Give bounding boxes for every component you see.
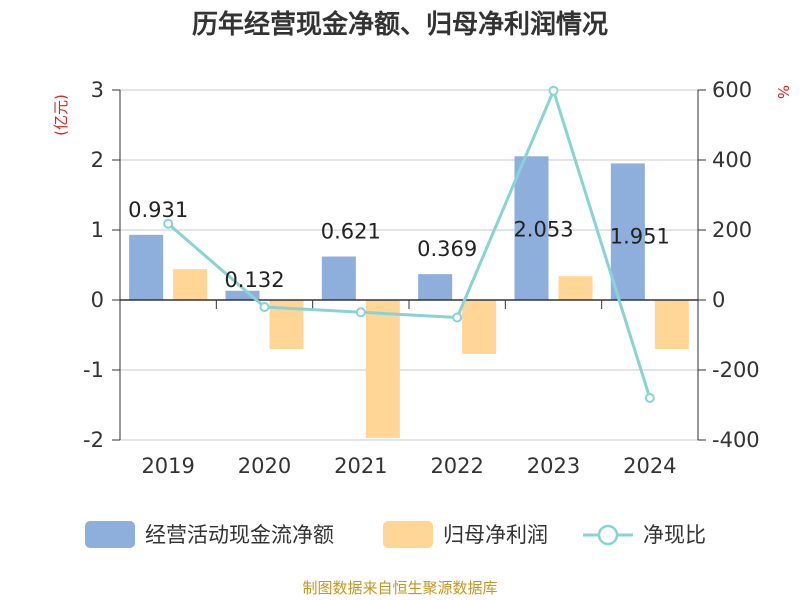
source-note: 制图数据来自恒生聚源数据库 — [302, 579, 497, 597]
ratio-point — [452, 312, 463, 323]
profit-bar — [558, 276, 593, 300]
left-tick-label: -1 — [83, 358, 104, 382]
category-label: 2023 — [527, 454, 580, 478]
cashflow-data-label: 0.132 — [224, 268, 284, 292]
right-tick-label: 200 — [712, 218, 752, 242]
ratio-point — [644, 393, 655, 403]
category-label: 2020 — [238, 454, 291, 478]
bars — [129, 156, 689, 438]
left-tick-label: 1 — [91, 218, 104, 242]
left-axis-unit: (亿元) — [52, 94, 70, 136]
cashflow-data-label: 2.053 — [513, 217, 573, 241]
cashflow-bar — [321, 256, 356, 300]
legend-swatch-cashflow — [85, 521, 135, 548]
cashflow-bar — [610, 163, 645, 300]
cashflow-data-label: 1.951 — [610, 224, 670, 248]
left-tick-label: 2 — [91, 148, 104, 172]
category-label: 2024 — [623, 454, 676, 478]
right-axis-unit: % — [774, 85, 792, 99]
legend-item-ratio[interactable]: 净现比 — [583, 523, 706, 547]
category-label: 2021 — [334, 454, 387, 478]
profit-bar — [173, 269, 208, 300]
right-tick-label: -400 — [712, 428, 760, 452]
axes: -2 -1 0 1 2 3 -400 -200 0 200 400 600 2019 2020 2021 20… — [83, 78, 760, 478]
left-tick-label: -2 — [83, 428, 104, 452]
right-tick-label: 600 — [712, 78, 752, 102]
ratio-point — [163, 218, 174, 229]
ratio-point — [548, 85, 559, 96]
profit-bar — [654, 300, 689, 349]
right-tick-label: 400 — [712, 148, 752, 172]
cashflow-bar — [225, 290, 260, 300]
legend-item-cashflow[interactable]: 经营活动现金流净额 — [85, 521, 334, 548]
left-tick-label: 0 — [91, 288, 104, 312]
category-label: 2022 — [430, 454, 483, 478]
profit-bar — [462, 300, 497, 354]
left-tick-label: 3 — [91, 78, 104, 102]
legend-label-profit: 归母净利润 — [443, 523, 548, 547]
legend: 经营活动现金流净额 归母净利润 净现比 — [85, 521, 706, 548]
legend-label-cashflow: 经营活动现金流净额 — [145, 523, 334, 547]
cashflow-bar — [514, 156, 549, 300]
ratio-line-path — [167, 89, 652, 399]
legend-item-profit[interactable]: 归母净利润 — [383, 521, 548, 548]
data-labels: 0.931 0.132 0.621 0.369 2.053 1.951 — [128, 198, 670, 292]
ratio-point — [259, 302, 270, 312]
right-tick-label: 0 — [712, 288, 725, 312]
category-label: 2019 — [141, 454, 194, 478]
ratio-line — [163, 85, 655, 403]
cashflow-bar — [129, 234, 164, 300]
chart-title: 历年经营现金净额、归母净利润情况 — [192, 9, 608, 40]
legend-swatch-profit — [383, 521, 433, 548]
right-tick-label: -200 — [712, 358, 760, 382]
ratio-point — [355, 307, 366, 318]
gridlines — [120, 89, 698, 441]
legend-label-ratio: 净现比 — [643, 523, 706, 547]
cashflow-data-label: 0.931 — [128, 198, 188, 222]
cashflow-data-label: 0.621 — [321, 220, 381, 244]
cashflow-data-label: 0.369 — [417, 237, 477, 261]
profit-bar — [365, 300, 400, 438]
cashflow-bar — [418, 274, 453, 300]
legend-swatch-ratio-marker — [597, 524, 619, 546]
